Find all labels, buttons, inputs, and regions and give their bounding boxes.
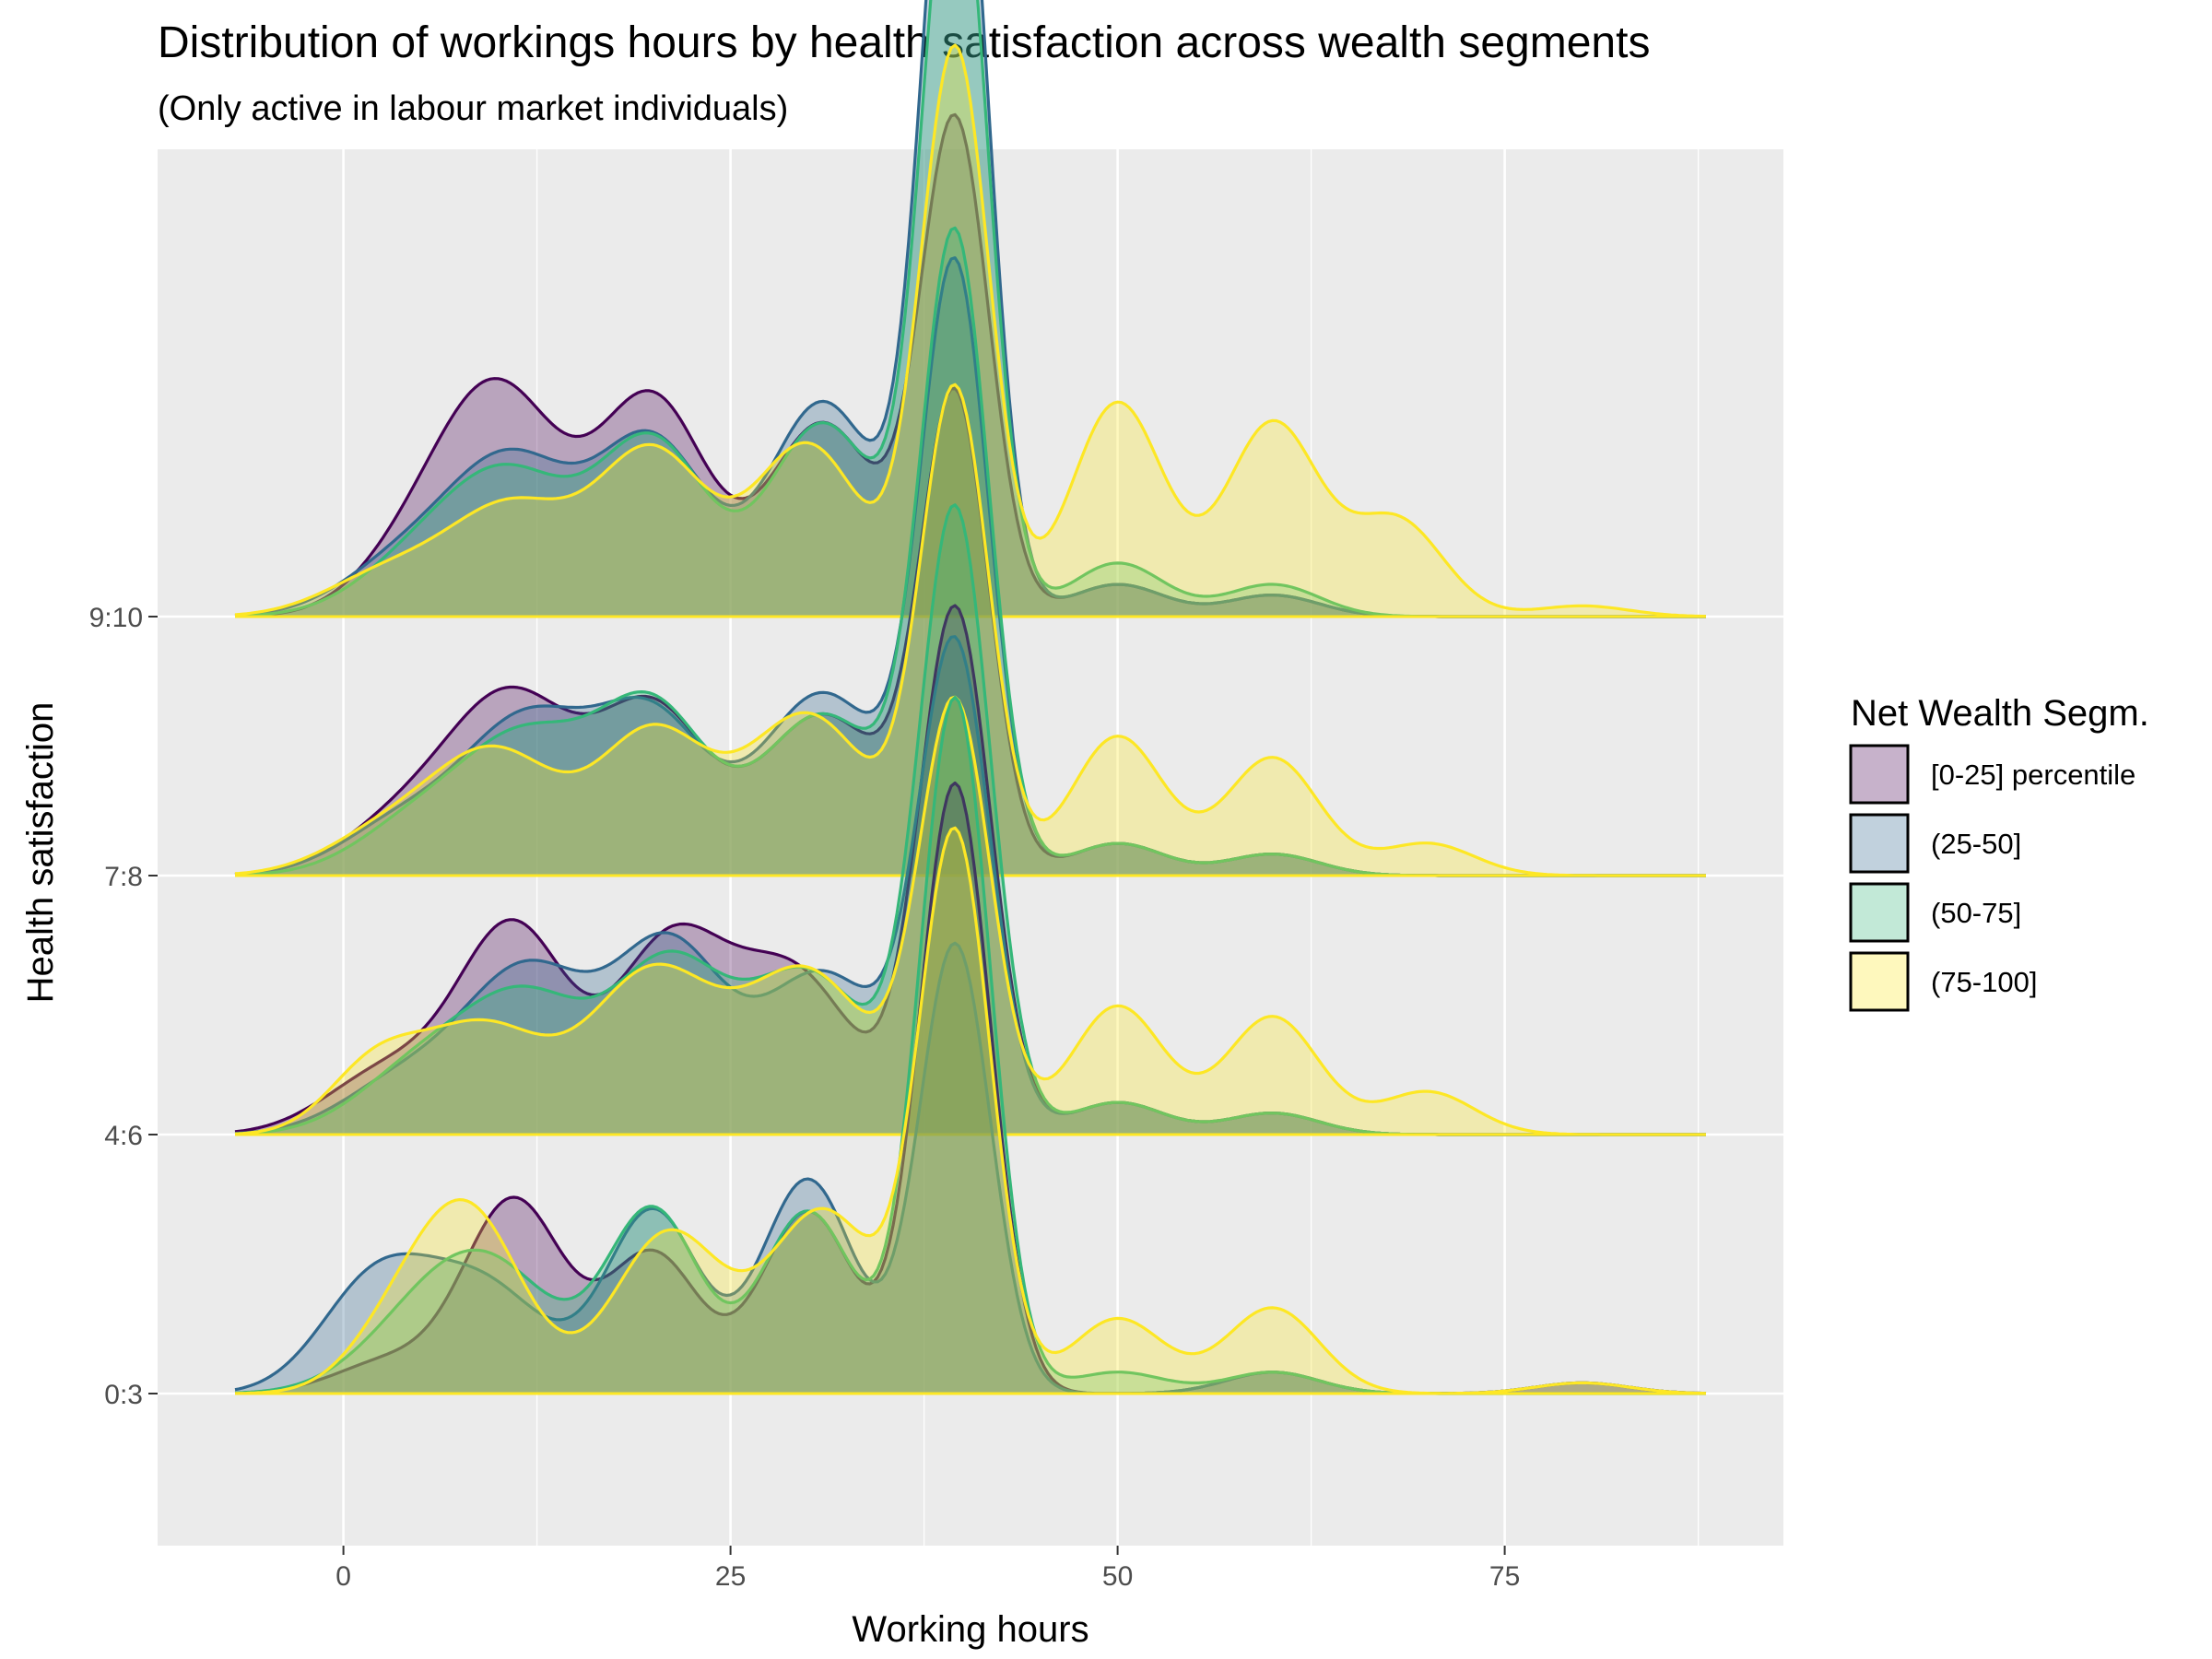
density-area-7-8-series-4 (235, 384, 1706, 876)
legend-swatch-3 (1849, 882, 1910, 943)
x-tick-label: 50 (1102, 1561, 1133, 1592)
legend-swatch-4 (1849, 951, 1910, 1012)
density-area-9-10-series-1 (235, 114, 1706, 617)
density-line-9-10-series-4 (234, 43, 1707, 618)
density-ridges (234, 0, 1707, 1395)
density-area-7-8-series-1 (235, 388, 1706, 876)
chart-title: Distribution of workings hours by health… (158, 18, 1650, 67)
legend-swatch-2 (1849, 813, 1910, 874)
legend-swatch-1 (1849, 744, 1910, 805)
density-area-0-3-series-3 (235, 697, 1706, 1394)
legend-key-background (1851, 746, 1908, 803)
y-tick-label: 7:8 (104, 862, 143, 892)
legend-label-3: (50-75] (1931, 897, 2021, 929)
legend-key-background (1851, 884, 1908, 941)
legend-key-background (1851, 953, 1908, 1010)
x-axis-title: Working hours (852, 1609, 1088, 1650)
axis-ticks: 0 25 50 75 0:3 4:6 7:8 9:10 (89, 603, 1521, 1592)
density-area-4-6-series-4 (235, 697, 1706, 1135)
legend-key-background (1851, 815, 1908, 872)
y-tick-label: 4:6 (104, 1121, 143, 1151)
density-line-7-8-series-4 (234, 382, 1706, 877)
legend-label-4: (75-100] (1931, 966, 2037, 998)
legend-title: Net Wealth Segm. (1851, 693, 2149, 734)
y-tick-label: 0:3 (104, 1380, 143, 1410)
density-area-0-3-series-1 (235, 782, 1706, 1394)
chart-subtitle: (Only active in labour market individual… (158, 89, 788, 128)
x-tick-label: 75 (1489, 1561, 1520, 1592)
density-area-7-8-series-3 (235, 228, 1706, 877)
legend: Net Wealth Segm. [0-25] percentile (25-50… (1849, 693, 2149, 1012)
density-line-4-6-series-4 (234, 695, 1706, 1136)
density-area-0-3-series-4 (235, 828, 1706, 1394)
x-tick-label: 25 (715, 1561, 746, 1592)
y-axis-title: Health satisfaction (20, 702, 61, 1004)
legend-label-2: (25-50] (1931, 828, 2021, 860)
density-area-0-3-series-2 (235, 943, 1706, 1394)
density-area-4-6-series-3 (235, 504, 1706, 1135)
x-tick-label: 0 (335, 1561, 351, 1592)
y-tick-label: 9:10 (89, 603, 143, 633)
legend-label-1: [0-25] percentile (1931, 759, 2136, 791)
